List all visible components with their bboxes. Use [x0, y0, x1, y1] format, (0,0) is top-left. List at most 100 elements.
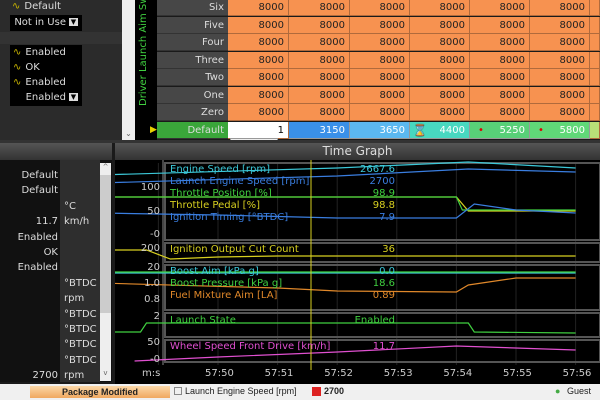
scroll-up-icon[interactable]: ^: [100, 163, 111, 175]
table-cell[interactable]: 8000: [228, 69, 289, 86]
channel-label[interactable]: Engine Speed [rpm]: [170, 164, 270, 175]
channel-label[interactable]: Throttle Position [%]: [170, 188, 272, 199]
default-cell[interactable]: • 5800: [530, 122, 590, 139]
values-scrollbar[interactable]: ^ v: [100, 163, 111, 381]
axis-title-strip: Driver Launch Aim Switch: [135, 0, 157, 140]
chevron-down-icon[interactable]: ▼: [69, 18, 78, 26]
channel-readout: 0.0: [379, 266, 395, 277]
table-cell[interactable]: 8000: [350, 34, 410, 51]
edit-cell-input[interactable]: 1: [228, 122, 289, 139]
setting-item[interactable]: ∿ Default: [12, 1, 61, 12]
table-cell[interactable]: 8000: [350, 0, 410, 16]
table-cell[interactable]: 8000: [350, 51, 410, 69]
default-cell[interactable]: 3150: [289, 122, 350, 139]
not-in-use-dropdown[interactable]: Not in Use ▼: [10, 15, 82, 31]
table-cell[interactable]: 8000: [228, 34, 289, 51]
channel-readout: 98.8: [372, 200, 395, 211]
table-cell[interactable]: [590, 104, 600, 121]
package-modified-status: Package Modified: [30, 386, 170, 398]
scroll-down-icon[interactable]: v: [100, 369, 111, 381]
status-user: Guest: [567, 386, 592, 396]
table-cell[interactable]: 8000: [350, 69, 410, 86]
time-graph[interactable]: [115, 160, 600, 384]
table-cell[interactable]: 8000: [289, 86, 350, 104]
table-cell[interactable]: [590, 0, 600, 16]
channel-trace: [115, 203, 576, 219]
table-cell[interactable]: 8000: [530, 34, 590, 51]
table-cell[interactable]: 8000: [410, 51, 470, 69]
default-cell[interactable]: [590, 122, 600, 139]
table-cell[interactable]: 8000: [228, 16, 289, 34]
channel-label[interactable]: Ignition Timing [°BTDC]: [170, 212, 289, 223]
channel-label[interactable]: Wheel Speed Front Drive [km/h]: [170, 341, 331, 352]
row-header[interactable]: One: [157, 86, 228, 104]
table-cell[interactable]: [590, 51, 600, 69]
channel-label[interactable]: Launch Engine Speed [rpm]: [170, 176, 310, 187]
table-cell[interactable]: 8000: [289, 69, 350, 86]
settings-scrollbar[interactable]: ⌄: [122, 0, 135, 140]
table-cell[interactable]: 8000: [470, 16, 530, 34]
table-cell[interactable]: 8000: [410, 86, 470, 104]
table-cell[interactable]: 8000: [228, 104, 289, 121]
scroll-down-icon[interactable]: ⌄: [125, 129, 132, 138]
table-cell[interactable]: 8000: [410, 34, 470, 51]
row-header-default[interactable]: Default: [157, 122, 228, 139]
table-cell[interactable]: 8000: [470, 86, 530, 104]
default-cell[interactable]: 4400: [410, 122, 470, 139]
table-cell[interactable]: 8000: [530, 51, 590, 69]
table-cell[interactable]: 8000: [228, 51, 289, 69]
channel-label[interactable]: Launch State: [170, 315, 236, 326]
channel-value: Enabled: [17, 262, 58, 274]
table-cell[interactable]: [590, 34, 600, 51]
table-cell[interactable]: 8000: [289, 16, 350, 34]
channel-unit: rpm: [64, 293, 85, 305]
table-axis-title: Driver Launch Aim Switch: [138, 0, 149, 106]
table-cell[interactable]: 8000: [530, 0, 590, 16]
channel-label[interactable]: Fuel Mixture Aim [LA]: [170, 290, 278, 301]
table-cell[interactable]: [590, 69, 600, 86]
table-cell[interactable]: 8000: [470, 0, 530, 16]
row-header[interactable]: Three: [157, 51, 228, 69]
scroll-thumb[interactable]: [100, 313, 111, 369]
table-cell[interactable]: 8000: [530, 86, 590, 104]
table-cell[interactable]: 8000: [470, 104, 530, 121]
row-header[interactable]: Six: [157, 0, 228, 16]
table-cell[interactable]: 8000: [350, 86, 410, 104]
table-cell[interactable]: 8000: [530, 16, 590, 34]
enabled-dropdown[interactable]: Enabled ▼: [25, 92, 78, 103]
table-cell[interactable]: 8000: [470, 51, 530, 69]
table-cell[interactable]: 8000: [410, 69, 470, 86]
graph-panel: [164, 339, 600, 363]
table-cell[interactable]: 8000: [410, 0, 470, 16]
table-cell[interactable]: 8000: [530, 69, 590, 86]
channel-label[interactable]: Throttle Pedal [%]: [170, 200, 260, 211]
table-cell[interactable]: 8000: [530, 104, 590, 121]
default-cell[interactable]: • 5250: [470, 122, 530, 139]
row-header[interactable]: Five: [157, 16, 228, 34]
table-cell[interactable]: 8000: [410, 16, 470, 34]
channel-label[interactable]: Boost Aim [kPa g]: [170, 266, 259, 277]
table-cell[interactable]: [590, 16, 600, 34]
row-header[interactable]: Zero: [157, 104, 228, 121]
table-cell[interactable]: 8000: [470, 34, 530, 51]
status-group: ∿ Enabled ∿ OK ∿ Enabled Enabled ▼: [10, 45, 82, 106]
table-cell[interactable]: 8000: [470, 69, 530, 86]
table-cell[interactable]: [590, 86, 600, 104]
table-cell[interactable]: 8000: [289, 34, 350, 51]
table-cell[interactable]: 8000: [228, 0, 289, 16]
row-header[interactable]: Four: [157, 34, 228, 51]
table-cell[interactable]: 8000: [289, 0, 350, 16]
default-cell[interactable]: 3650: [350, 122, 410, 139]
table-cell[interactable]: 8000: [228, 86, 289, 104]
chevron-down-icon[interactable]: ▼: [69, 93, 78, 101]
channel-unit: °BTDC: [64, 339, 97, 351]
channel-label[interactable]: Boost Pressure [kPa g]: [170, 278, 283, 289]
table-cell[interactable]: 8000: [350, 16, 410, 34]
table-cell[interactable]: 8000: [410, 104, 470, 121]
channel-label[interactable]: Ignition Output Cut Count: [170, 244, 299, 255]
busy-cursor-icon: ⌛: [413, 124, 427, 137]
row-header[interactable]: Two: [157, 69, 228, 86]
table-cell[interactable]: 8000: [289, 104, 350, 121]
table-cell[interactable]: 8000: [350, 104, 410, 121]
table-cell[interactable]: 8000: [289, 51, 350, 69]
